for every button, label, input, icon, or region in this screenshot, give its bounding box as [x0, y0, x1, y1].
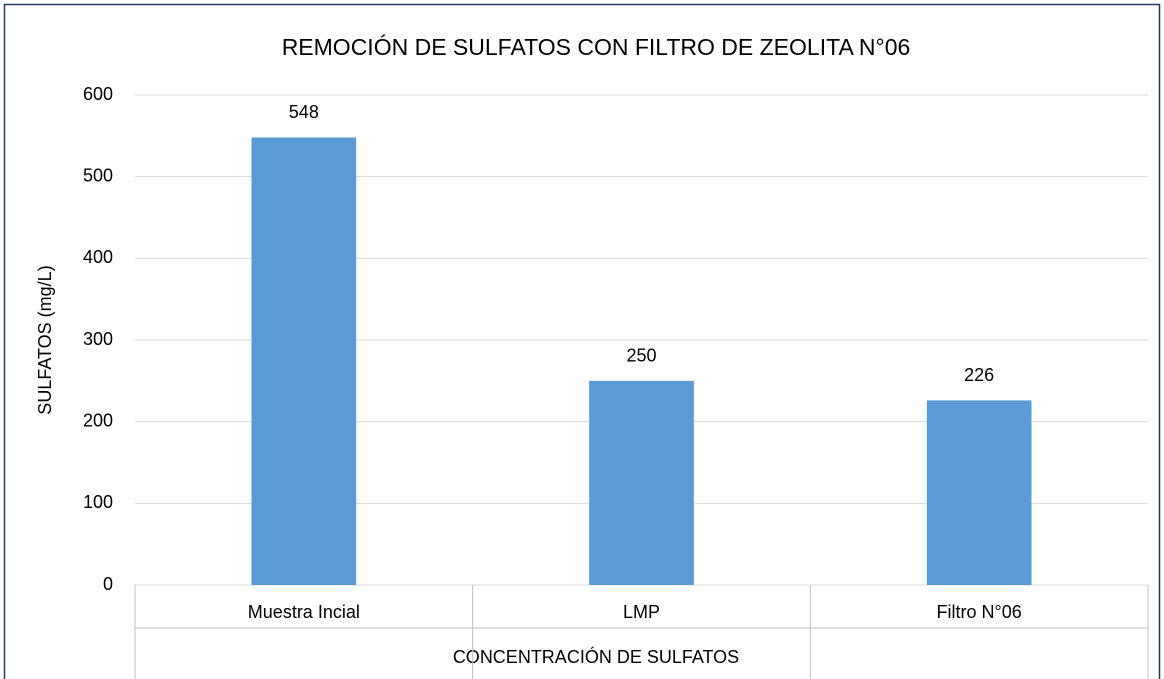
data-label: 250 [626, 346, 656, 366]
data-label: 226 [964, 365, 994, 385]
x-tick-label: Muestra Incial [248, 602, 360, 622]
bar [251, 137, 357, 585]
x-axis-label: CONCENTRACIÓN DE SULFATOS [453, 646, 739, 667]
data-label: 548 [289, 102, 319, 122]
y-tick-label: 0 [103, 574, 113, 594]
bar [589, 380, 694, 585]
y-tick-label: 500 [83, 165, 113, 185]
x-tick-label: LMP [623, 602, 660, 622]
y-tick-label: 400 [83, 247, 113, 267]
y-tick-label: 100 [83, 492, 113, 512]
chart-title: REMOCIÓN DE SULFATOS CON FILTRO DE ZEOLI… [282, 34, 911, 60]
x-tick-label: Filtro N°06 [937, 602, 1022, 622]
bar [926, 400, 1032, 585]
y-axis-label: SULFATOS (mg/L) [35, 265, 55, 414]
y-tick-label: 600 [83, 84, 113, 104]
y-tick-label: 200 [83, 410, 113, 430]
y-tick-label: 300 [83, 329, 113, 349]
